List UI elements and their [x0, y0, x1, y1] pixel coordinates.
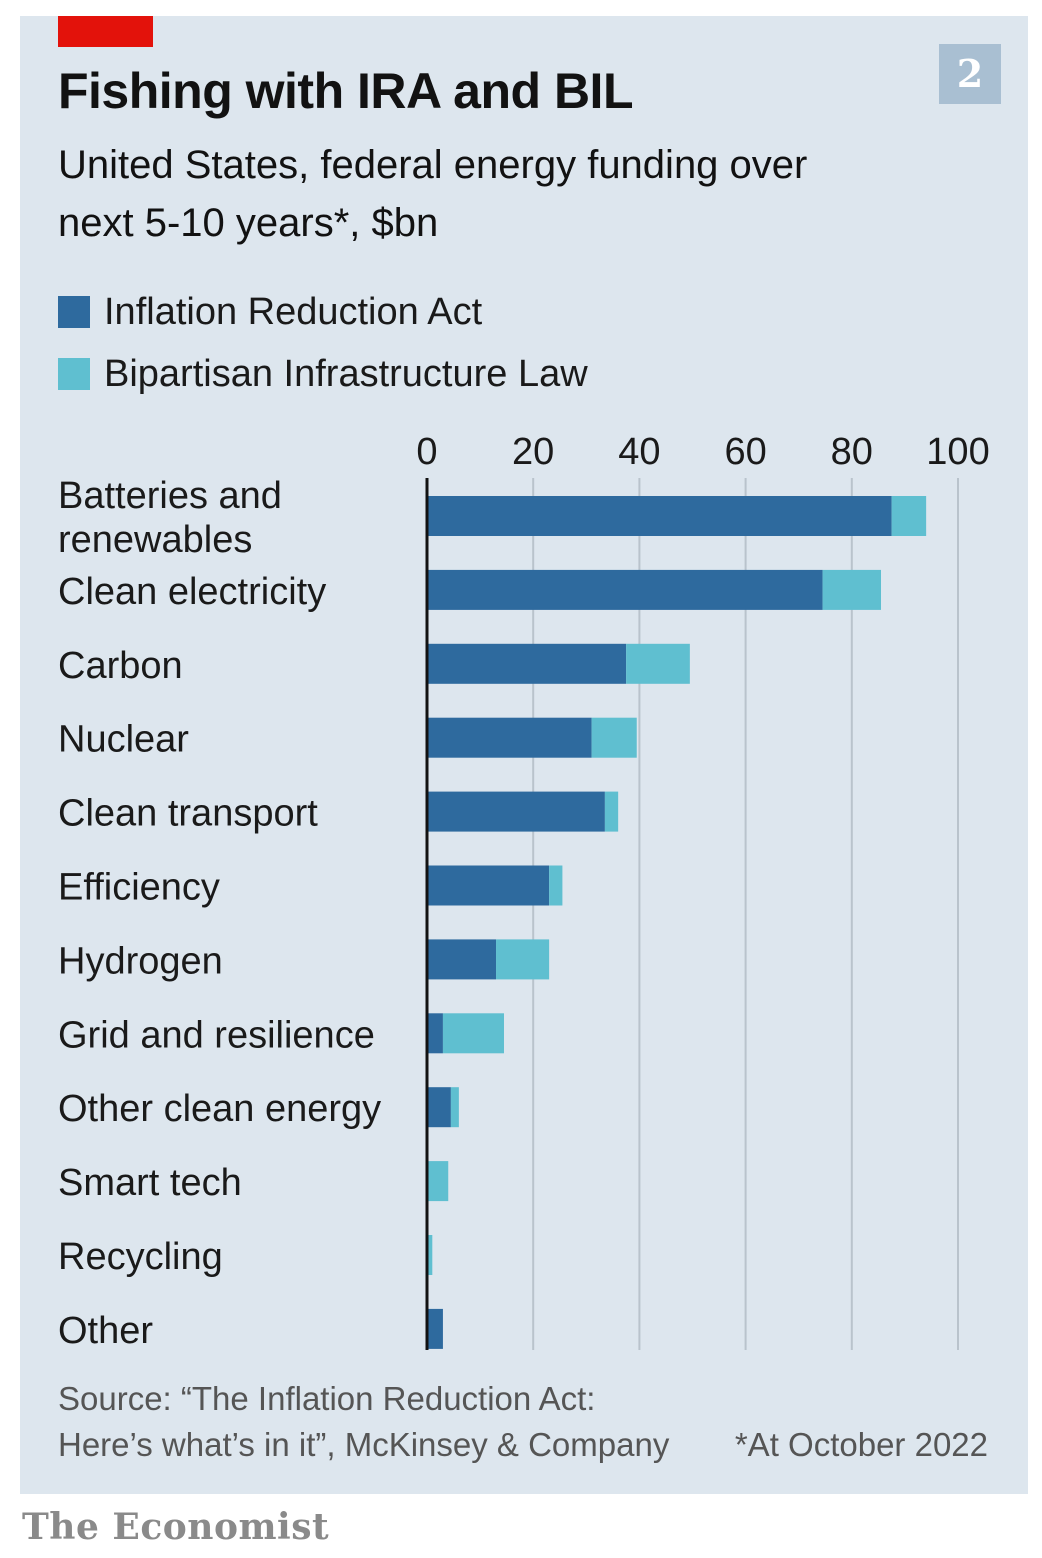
legend-item-bil: Bipartisan Infrastructure Law	[58, 352, 588, 395]
bar-segment-bil	[427, 1235, 433, 1275]
bar-segment-ira	[427, 865, 550, 906]
source-note: Source: “The Inflation Reduction Act: He…	[58, 1376, 669, 1468]
economist-logo-text: The Economist	[22, 1506, 330, 1548]
chart-panel: 2 Fishing with IRA and BIL United States…	[20, 16, 1028, 1494]
category-label: Smart tech	[58, 1162, 242, 1204]
bar-segment-ira	[427, 1087, 451, 1128]
bar-segment-bil	[891, 496, 927, 536]
bar-segment-ira	[427, 939, 497, 980]
x-tick-label: 0	[416, 431, 437, 473]
chart-subtitle: United States, federal energy funding ov…	[58, 143, 808, 245]
legend-label-ira: Inflation Reduction Act	[104, 290, 483, 333]
category-label: Clean transport	[58, 793, 318, 835]
category-label: Nuclear	[58, 719, 189, 761]
x-tick-label: 80	[831, 431, 873, 473]
legend-item-ira: Inflation Reduction Act	[58, 290, 483, 333]
accent-red-tab	[58, 16, 153, 47]
bar-segment-bil	[442, 1013, 504, 1054]
bar-segment-bil	[549, 865, 563, 906]
bar-segment-bil	[604, 791, 619, 832]
chart-title: Fishing with IRA and BIL	[58, 63, 634, 119]
category-label: Carbon	[58, 645, 183, 687]
bar-segment-ira	[427, 717, 592, 758]
x-tick-label: 100	[926, 431, 989, 473]
footnote: *At October 2022	[734, 1426, 988, 1463]
bar-segment-ira	[427, 791, 605, 832]
category-label: Hydrogen	[58, 940, 223, 982]
bar-segment-ira	[427, 643, 627, 684]
bar-segment-bil	[496, 939, 550, 980]
bar-segment-ira	[427, 496, 892, 536]
category-label: Clean electricity	[58, 571, 326, 613]
source-line-1: Source: “The Inflation Reduction Act:	[58, 1380, 596, 1417]
category-label: Other clean energy	[58, 1088, 381, 1130]
legend-label-bil: Bipartisan Infrastructure Law	[104, 352, 588, 395]
category-label: Efficiency	[58, 867, 220, 909]
bar-segment-ira	[427, 569, 823, 610]
bar-segment-bil	[427, 1161, 449, 1202]
bar-segment-ira	[427, 1308, 443, 1349]
bar-segment-bil	[822, 569, 882, 610]
category-label: Grid and resilience	[58, 1014, 375, 1056]
bar-segment-bil	[450, 1087, 459, 1128]
legend-swatch-bil	[58, 358, 90, 390]
category-label: Recycling	[58, 1236, 223, 1278]
legend-swatch-ira	[58, 296, 90, 328]
chart-number-badge: 2	[939, 44, 1001, 104]
x-tick-label: 60	[724, 431, 766, 473]
x-tick-label: 40	[618, 431, 660, 473]
bar-segment-bil	[626, 643, 690, 684]
category-label: Batteries and	[58, 475, 282, 517]
source-line-2: Here’s what’s in it”, McKinsey & Company	[58, 1426, 670, 1463]
category-label: renewables	[58, 519, 252, 561]
bar-segment-ira	[427, 1013, 443, 1054]
bar-segment-bil	[591, 717, 637, 758]
x-tick-label: 20	[512, 431, 554, 473]
category-label: Other	[58, 1310, 153, 1352]
